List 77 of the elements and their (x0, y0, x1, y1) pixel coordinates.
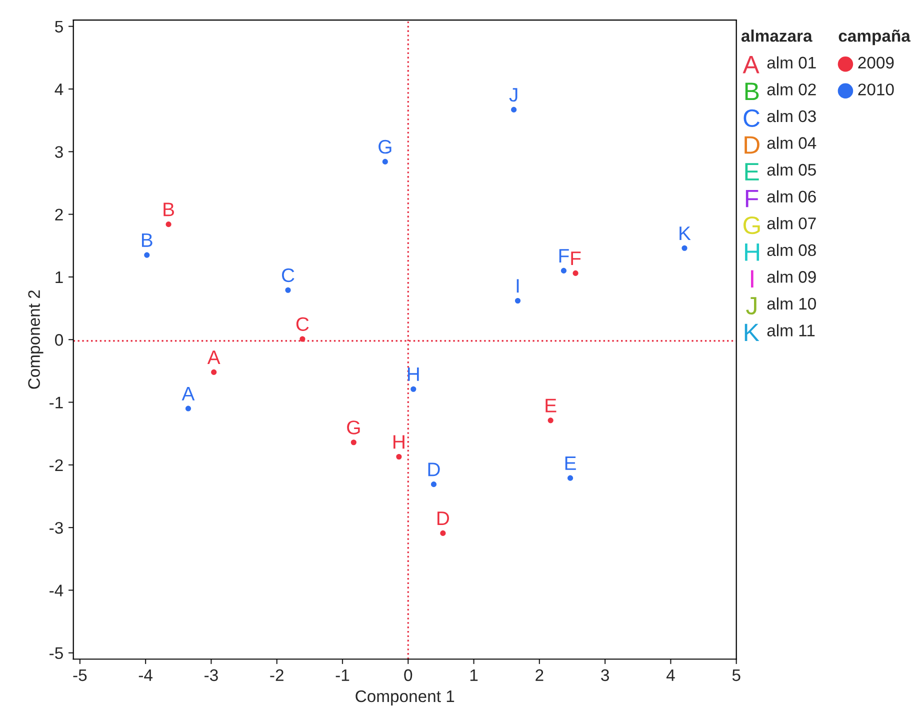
point (572, 270, 578, 276)
x-tick-label: 0 (404, 669, 412, 682)
y-tick-label: 0 (55, 334, 63, 346)
legend-label: alm 04 (767, 136, 816, 149)
point (511, 106, 517, 112)
legend-label: 2010 (858, 84, 894, 96)
point (682, 245, 688, 251)
legend-label: alm 07 (767, 217, 816, 230)
x-tick-label: 4 (666, 669, 675, 681)
y-tick-label: -3 (50, 522, 63, 534)
x-tick-label: -3 (204, 669, 218, 682)
data-label: H (394, 435, 404, 449)
x-tick-label: -5 (73, 669, 87, 682)
legend-label: alm 01 (767, 56, 816, 69)
x-tick-label: -1 (336, 669, 350, 681)
data-label: H (408, 368, 419, 381)
point (567, 475, 574, 481)
y-tick-label: -1 (50, 396, 63, 408)
point (382, 158, 388, 164)
point (560, 268, 566, 274)
point (440, 530, 446, 536)
point (285, 287, 291, 293)
x-tick-label: 1 (470, 669, 478, 681)
y-tick-label: 3 (55, 146, 63, 158)
data-label: B (164, 202, 174, 216)
legend-label: alm 05 (767, 163, 816, 176)
data-label: E (565, 456, 576, 470)
x-tick-label: 5 (732, 669, 740, 682)
data-label: F (571, 252, 581, 266)
data-label: D (438, 512, 450, 525)
legend-label: alm 09 (767, 270, 816, 283)
data-label: D (428, 462, 440, 476)
legend-label: alm 11 (767, 324, 815, 336)
legend-label: alm 08 (767, 244, 816, 256)
x-tick-label: -2 (270, 669, 284, 681)
point (514, 298, 521, 304)
y-tick-label: 2 (55, 208, 63, 220)
point (166, 222, 172, 228)
data-label: I (516, 279, 519, 293)
y-tick-label: -4 (50, 584, 64, 596)
point (430, 482, 437, 488)
x-tick-label: 3 (601, 669, 609, 682)
text: almazara (741, 30, 812, 42)
y-axis-title: Component 2 (28, 290, 44, 389)
legend-label: alm 10 (767, 297, 816, 310)
point (410, 386, 416, 392)
y-tick-label: -2 (50, 459, 63, 471)
data-label: C (296, 317, 309, 331)
text: campaña (838, 30, 910, 46)
point (144, 252, 150, 258)
y-tick-label: -5 (50, 647, 63, 660)
point (548, 418, 554, 424)
legend-label: alm 02 (767, 83, 816, 96)
data-label: G (347, 420, 360, 434)
data-label: A (182, 386, 195, 400)
data-label: F (559, 249, 569, 262)
data-label: K (680, 226, 691, 240)
point (185, 406, 192, 412)
data-label: C (282, 268, 294, 282)
data-label: J (509, 88, 518, 102)
point (300, 336, 306, 342)
point (211, 369, 217, 375)
x-axis-title: Component 1 (356, 690, 454, 706)
point (350, 440, 356, 446)
y-tick-label: 5 (55, 20, 63, 33)
data-label: G (378, 140, 392, 154)
data-label: E (546, 398, 556, 412)
legend-label: 2009 (858, 56, 894, 69)
x-tick-label: -4 (138, 669, 152, 681)
y-tick-label: 4 (54, 84, 64, 96)
data-label: A (207, 350, 220, 364)
x-tick-label: 2 (536, 669, 544, 681)
legend-label: alm 03 (767, 110, 816, 122)
legend-label: alm 06 (767, 190, 816, 202)
data-label: B (142, 233, 152, 247)
point (396, 454, 402, 460)
y-tick-label: 1 (56, 272, 63, 284)
